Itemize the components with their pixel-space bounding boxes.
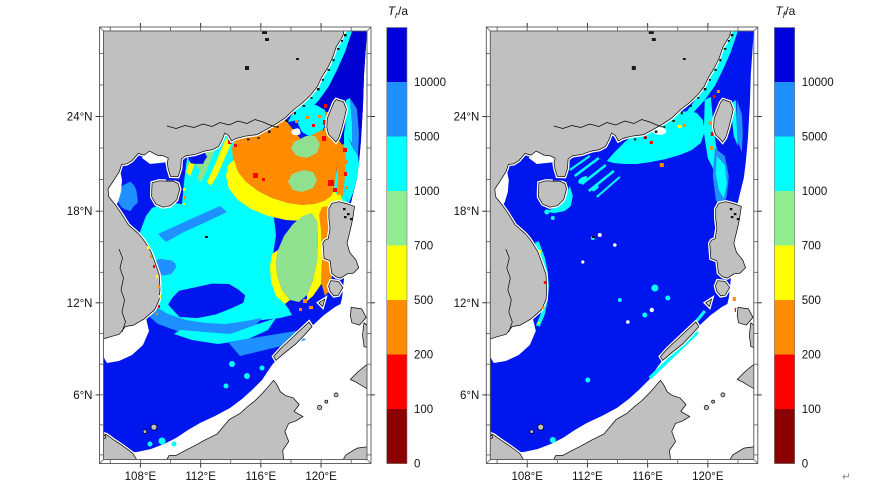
svg-text:18°N: 18°N: [454, 206, 480, 218]
svg-text:108°E: 108°E: [125, 471, 157, 483]
svg-text:12°N: 12°N: [67, 298, 93, 310]
svg-text:200: 200: [802, 350, 821, 362]
svg-text:0: 0: [414, 459, 420, 471]
svg-text:Tr/a: Tr/a: [388, 4, 409, 20]
svg-text:↵: ↵: [842, 471, 851, 483]
svg-text:1000: 1000: [802, 186, 828, 198]
svg-text:1000: 1000: [414, 186, 440, 198]
svg-text:6°N: 6°N: [73, 390, 92, 402]
svg-text:18°N: 18°N: [67, 206, 93, 218]
svg-text:700: 700: [414, 241, 433, 253]
svg-text:120°E: 120°E: [305, 471, 337, 483]
svg-text:12°N: 12°N: [454, 298, 480, 310]
svg-text:200: 200: [414, 350, 433, 362]
svg-text:112°E: 112°E: [185, 471, 216, 483]
svg-text:24°N: 24°N: [454, 112, 480, 124]
svg-text:500: 500: [802, 295, 821, 307]
svg-text:5000: 5000: [414, 132, 440, 144]
svg-text:6°N: 6°N: [460, 390, 479, 402]
svg-text:116°E: 116°E: [632, 471, 663, 483]
svg-text:100: 100: [414, 404, 433, 416]
svg-text:10000: 10000: [802, 77, 834, 89]
svg-text:120°E: 120°E: [692, 471, 724, 483]
svg-text:100: 100: [802, 404, 821, 416]
svg-text:700: 700: [802, 241, 821, 253]
svg-text:24°N: 24°N: [67, 112, 93, 124]
svg-text:112°E: 112°E: [572, 471, 603, 483]
svg-text:500: 500: [414, 295, 433, 307]
svg-text:Tf/a: Tf/a: [775, 4, 795, 20]
svg-text:0: 0: [802, 459, 808, 471]
svg-text:108°E: 108°E: [511, 471, 543, 483]
svg-text:116°E: 116°E: [246, 471, 277, 483]
svg-text:10000: 10000: [414, 77, 446, 89]
svg-text:5000: 5000: [802, 132, 828, 144]
